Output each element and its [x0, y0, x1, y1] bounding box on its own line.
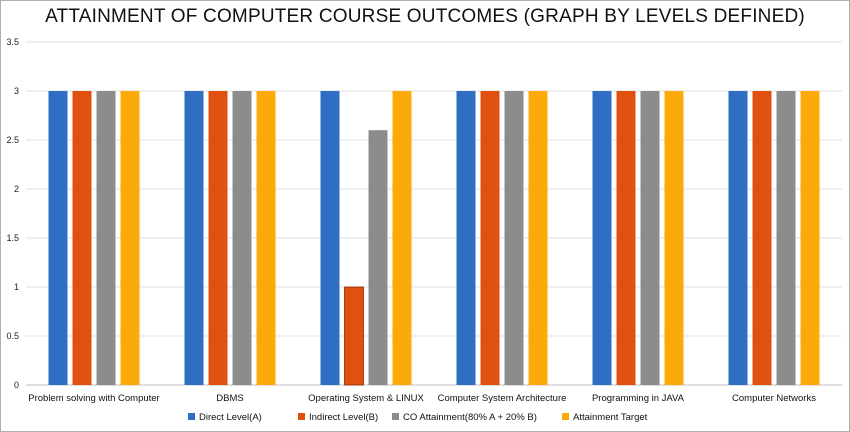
bar [640, 91, 660, 385]
legend-label: CO Attainment(80% A + 20% B) [403, 412, 537, 423]
y-axis: 0 0.5 1 1.5 2 2.5 3 3.5 [6, 37, 19, 390]
y-tick-label: 0.5 [6, 331, 19, 341]
bar [392, 91, 412, 385]
bar [120, 91, 140, 385]
y-tick-label: 3.5 [6, 37, 19, 47]
legend-item: Attainment Target [562, 412, 648, 423]
legend-item: Direct Level(A) [188, 412, 262, 423]
gridlines [26, 41, 842, 386]
bar [528, 91, 548, 385]
legend-swatch [298, 413, 305, 420]
bar [232, 91, 252, 385]
legend: Direct Level(A) Indirect Level(B) CO Attai… [188, 412, 648, 423]
x-axis: Problem solving with Computer DBMS Operati… [28, 393, 816, 404]
bar [504, 91, 524, 385]
y-tick-label: 2.5 [6, 135, 19, 145]
bar [616, 91, 636, 385]
y-tick-label: 1 [14, 282, 19, 292]
bars [48, 91, 820, 386]
bar [456, 91, 476, 385]
x-tick-label: Computer Networks [732, 393, 816, 404]
legend-item: CO Attainment(80% A + 20% B) [392, 412, 537, 423]
bar [776, 91, 796, 385]
bar [800, 91, 820, 385]
x-tick-label: Problem solving with Computer [28, 393, 159, 404]
bar [96, 91, 116, 385]
y-tick-label: 1.5 [6, 233, 19, 243]
legend-label: Indirect Level(B) [309, 412, 378, 423]
legend-label: Attainment Target [573, 412, 648, 423]
bar [480, 91, 500, 385]
y-tick-label: 3 [14, 86, 19, 96]
bar [664, 91, 684, 385]
x-tick-label: Operating System & LINUX [308, 393, 424, 404]
bar [752, 91, 772, 385]
bar [368, 130, 388, 385]
bar [184, 91, 204, 385]
chart-title: ATTAINMENT OF COMPUTER COURSE OUTCOMES (… [45, 6, 805, 27]
legend-swatch [188, 413, 195, 420]
bar [592, 91, 612, 385]
legend-swatch [562, 413, 569, 420]
legend-swatch [392, 413, 399, 420]
y-tick-label: 2 [14, 184, 19, 194]
bar [344, 286, 364, 386]
bar [256, 91, 276, 385]
bar [72, 91, 92, 385]
x-tick-label: Programming in JAVA [592, 393, 685, 404]
bar [320, 91, 340, 385]
x-tick-label: Computer System Architecture [438, 393, 567, 404]
x-tick-label: DBMS [216, 393, 243, 404]
bar [208, 91, 228, 385]
bar [48, 91, 68, 385]
legend-item: Indirect Level(B) [298, 412, 378, 423]
bar [728, 91, 748, 385]
y-tick-label: 0 [14, 380, 19, 390]
legend-label: Direct Level(A) [199, 412, 262, 423]
